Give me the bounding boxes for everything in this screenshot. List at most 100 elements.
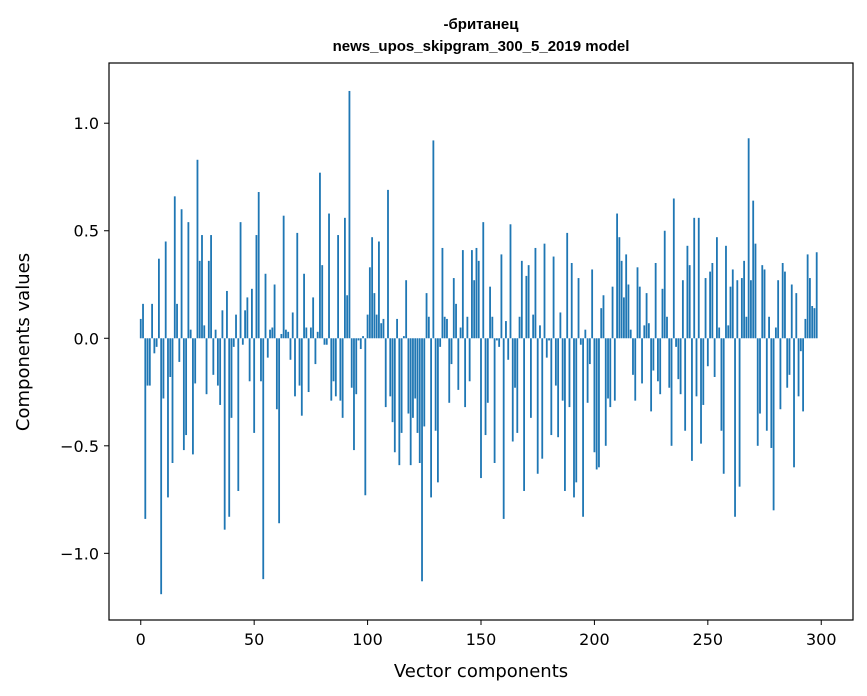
bar [275, 338, 278, 410]
bar [629, 329, 632, 339]
bar [350, 338, 353, 388]
bar [457, 338, 460, 390]
bar [765, 338, 768, 431]
bar [260, 338, 262, 382]
bar [235, 314, 237, 339]
bar [557, 338, 560, 438]
bar [402, 336, 405, 339]
bar [502, 338, 505, 519]
bar [588, 338, 591, 365]
bar [797, 338, 800, 397]
bar [650, 338, 653, 412]
bar [368, 267, 371, 339]
bar [146, 338, 149, 386]
bar [232, 338, 235, 347]
bar [570, 263, 573, 339]
bar [486, 338, 489, 403]
bar [500, 254, 503, 339]
bar [623, 297, 625, 339]
bar [321, 265, 324, 339]
bar [750, 280, 752, 339]
bar [718, 327, 721, 339]
bar [366, 314, 369, 339]
bar [323, 338, 326, 345]
bar [384, 338, 387, 408]
bar [325, 338, 328, 345]
bar [330, 338, 333, 401]
bar [307, 338, 310, 393]
bar [398, 338, 401, 466]
bar [219, 338, 222, 405]
bar [507, 338, 510, 360]
bar [795, 293, 798, 339]
bar [745, 316, 748, 339]
bar [579, 338, 582, 345]
bar [575, 338, 578, 483]
bar [171, 338, 174, 463]
bar [393, 338, 396, 453]
chart-subtitle: news_upos_skipgram_300_5_2019 model [333, 38, 630, 55]
bar [416, 338, 419, 433]
bar [162, 338, 165, 399]
bar [802, 338, 804, 412]
bar [643, 325, 646, 339]
bar [348, 90, 351, 339]
y-tick-label: 0.5 [74, 222, 99, 241]
bar [251, 288, 253, 339]
bar [495, 338, 498, 341]
bar [309, 327, 312, 339]
bar [484, 338, 487, 436]
bar [230, 338, 233, 418]
bar [466, 316, 469, 339]
bar [201, 235, 203, 339]
bar [173, 196, 176, 339]
x-tick-label: 100 [352, 630, 383, 649]
bar [654, 263, 657, 339]
bar [303, 273, 305, 339]
bar [716, 237, 718, 339]
bar [505, 321, 507, 339]
bar [786, 338, 789, 388]
bar [461, 250, 464, 339]
bar [713, 338, 716, 377]
bar [176, 303, 178, 339]
bar [378, 241, 380, 339]
bar [772, 338, 775, 511]
bar [613, 338, 616, 401]
bar [577, 278, 580, 339]
bar [455, 303, 457, 339]
bar [450, 338, 453, 365]
bar [731, 269, 734, 339]
y-tick-label: −0.5 [60, 437, 99, 456]
bar [414, 338, 417, 399]
bar [543, 243, 546, 339]
bar [554, 338, 557, 386]
bar [273, 284, 276, 339]
bar [289, 338, 292, 360]
bar [545, 338, 548, 358]
bar [287, 331, 290, 339]
bar [561, 338, 564, 401]
bar [148, 338, 151, 386]
bar [198, 260, 201, 339]
bar [239, 222, 242, 339]
bar [285, 329, 287, 339]
bar [702, 338, 705, 405]
bar [734, 338, 736, 517]
bar [768, 316, 770, 339]
bar [353, 338, 355, 451]
bar [559, 312, 562, 339]
bar [591, 269, 594, 339]
bar [480, 338, 482, 479]
bar [709, 271, 711, 339]
bar [809, 278, 811, 339]
bar [362, 336, 364, 339]
bar [412, 338, 414, 418]
bar [681, 280, 684, 339]
bar [160, 338, 163, 595]
x-axis-ticks: 0 50 100 150 200 250 300 [136, 620, 837, 649]
bar [625, 254, 628, 339]
bar [498, 338, 501, 347]
bar [790, 284, 793, 339]
bar [434, 338, 437, 431]
